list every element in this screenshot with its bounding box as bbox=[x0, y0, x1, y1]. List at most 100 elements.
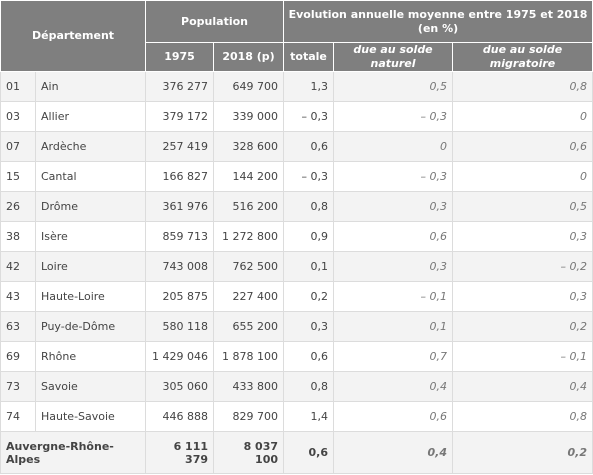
table-row: 73 Savoie 305 060 433 800 0,8 0,4 0,4 bbox=[0, 371, 593, 402]
cell-naturel: – 0,3 bbox=[333, 161, 454, 192]
cell-1975: 257 419 bbox=[145, 131, 215, 162]
cell-1975: 446 888 bbox=[145, 401, 215, 432]
cell-migratoire: 0,6 bbox=[452, 131, 593, 162]
table-row: 15 Cantal 166 827 144 200– 0,3– 0,3 0 bbox=[0, 161, 593, 192]
cell-name: Rhône bbox=[34, 341, 147, 372]
total-name: Auvergne-Rhône-Alpes bbox=[0, 431, 147, 474]
cell-name: Allier bbox=[34, 101, 147, 132]
cell-totale: 0,6 bbox=[283, 341, 335, 372]
cell-naturel: 0,6 bbox=[333, 401, 454, 432]
cell-2018: 1 878 100 bbox=[213, 341, 285, 372]
total-2018: 8 037 100 bbox=[213, 431, 285, 474]
cell-2018: 516 200 bbox=[213, 191, 285, 222]
cell-1975: 166 827 bbox=[145, 161, 215, 192]
cell-code: 73 bbox=[0, 371, 36, 402]
cell-1975: 305 060 bbox=[145, 371, 215, 402]
cell-2018: 433 800 bbox=[213, 371, 285, 402]
header-migratoire: due au solde migratoire bbox=[452, 42, 593, 72]
cell-totale: – 0,3 bbox=[283, 101, 335, 132]
cell-2018: 762 500 bbox=[213, 251, 285, 282]
total-naturel: 0,4 bbox=[333, 431, 454, 474]
cell-name: Isère bbox=[34, 221, 147, 252]
cell-code: 07 bbox=[0, 131, 36, 162]
cell-1975: 379 172 bbox=[145, 101, 215, 132]
cell-migratoire: 0,3 bbox=[452, 281, 593, 312]
cell-naturel: 0,3 bbox=[333, 191, 454, 222]
cell-2018: 144 200 bbox=[213, 161, 285, 192]
total-row: Auvergne-Rhône-Alpes 6 111 379 8 037 100… bbox=[0, 431, 593, 474]
cell-1975: 859 713 bbox=[145, 221, 215, 252]
cell-code: 03 bbox=[0, 101, 36, 132]
cell-naturel: – 0,3 bbox=[333, 101, 454, 132]
table-row: 38 Isère 859 713 1 272 800 0,9 0,6 0,3 bbox=[0, 221, 593, 252]
cell-name: Haute-Loire bbox=[34, 281, 147, 312]
cell-1975: 743 008 bbox=[145, 251, 215, 282]
table-row: 03 Allier 379 172 339 000– 0,3– 0,3 0 bbox=[0, 101, 593, 132]
cell-code: 69 bbox=[0, 341, 36, 372]
cell-2018: 655 200 bbox=[213, 311, 285, 342]
table-row: 42 Loire 743 008 762 500 0,1 0,3– 0,2 bbox=[0, 251, 593, 282]
cell-naturel: 0,1 bbox=[333, 311, 454, 342]
table-body: 01 Ain 376 277 649 700 1,3 0,5 0,8 03 Allier 379 … bbox=[0, 71, 593, 432]
total-totale: 0,6 bbox=[283, 431, 335, 474]
cell-code: 38 bbox=[0, 221, 36, 252]
cell-migratoire: 0,8 bbox=[452, 401, 593, 432]
header-2018: 2018 (p) bbox=[213, 42, 285, 72]
cell-code: 01 bbox=[0, 71, 36, 102]
cell-totale: 1,3 bbox=[283, 71, 335, 102]
cell-totale: 0,3 bbox=[283, 311, 335, 342]
cell-2018: 1 272 800 bbox=[213, 221, 285, 252]
cell-migratoire: 0,5 bbox=[452, 191, 593, 222]
cell-totale: 1,4 bbox=[283, 401, 335, 432]
cell-1975: 376 277 bbox=[145, 71, 215, 102]
cell-name: Savoie bbox=[34, 371, 147, 402]
cell-migratoire: – 0,1 bbox=[452, 341, 593, 372]
cell-totale: 0,9 bbox=[283, 221, 335, 252]
header-1975: 1975 bbox=[145, 42, 215, 72]
cell-2018: 649 700 bbox=[213, 71, 285, 102]
cell-totale: 0,8 bbox=[283, 191, 335, 222]
header-departement: Département bbox=[0, 0, 147, 72]
cell-name: Haute-Savoie bbox=[34, 401, 147, 432]
cell-code: 63 bbox=[0, 311, 36, 342]
cell-totale: – 0,3 bbox=[283, 161, 335, 192]
cell-migratoire: 0 bbox=[452, 161, 593, 192]
cell-migratoire: 0,4 bbox=[452, 371, 593, 402]
cell-name: Loire bbox=[34, 251, 147, 282]
cell-name: Ain bbox=[34, 71, 147, 102]
cell-migratoire: 0,3 bbox=[452, 221, 593, 252]
cell-code: 43 bbox=[0, 281, 36, 312]
cell-code: 26 bbox=[0, 191, 36, 222]
cell-1975: 580 118 bbox=[145, 311, 215, 342]
table-row: 26 Drôme 361 976 516 200 0,8 0,3 0,5 bbox=[0, 191, 593, 222]
cell-1975: 205 875 bbox=[145, 281, 215, 312]
cell-name: Cantal bbox=[34, 161, 147, 192]
cell-naturel: 0,3 bbox=[333, 251, 454, 282]
table-row: 63 Puy-de-Dôme 580 118 655 200 0,3 0,1 0,2 bbox=[0, 311, 593, 342]
cell-naturel: 0 bbox=[333, 131, 454, 162]
cell-name: Puy-de-Dôme bbox=[34, 311, 147, 342]
cell-code: 74 bbox=[0, 401, 36, 432]
table-row: 07 Ardèche 257 419 328 600 0,6 0 0,6 bbox=[0, 131, 593, 162]
header-totale: totale bbox=[283, 42, 335, 72]
cell-naturel: 0,6 bbox=[333, 221, 454, 252]
cell-totale: 0,2 bbox=[283, 281, 335, 312]
total-1975: 6 111 379 bbox=[145, 431, 215, 474]
table-row: 69 Rhône 1 429 046 1 878 100 0,6 0,7– 0,1 bbox=[0, 341, 593, 372]
cell-1975: 361 976 bbox=[145, 191, 215, 222]
header-naturel: due au solde naturel bbox=[333, 42, 454, 72]
table-row: 01 Ain 376 277 649 700 1,3 0,5 0,8 bbox=[0, 71, 593, 102]
cell-totale: 0,6 bbox=[283, 131, 335, 162]
cell-name: Drôme bbox=[34, 191, 147, 222]
total-migratoire: 0,2 bbox=[452, 431, 593, 474]
cell-naturel: – 0,1 bbox=[333, 281, 454, 312]
cell-migratoire: 0 bbox=[452, 101, 593, 132]
cell-naturel: 0,4 bbox=[333, 371, 454, 402]
cell-1975: 1 429 046 bbox=[145, 341, 215, 372]
cell-migratoire: – 0,2 bbox=[452, 251, 593, 282]
cell-2018: 829 700 bbox=[213, 401, 285, 432]
cell-code: 42 bbox=[0, 251, 36, 282]
cell-2018: 328 600 bbox=[213, 131, 285, 162]
table-row: 74 Haute-Savoie 446 888 829 700 1,4 0,6 0,8 bbox=[0, 401, 593, 432]
